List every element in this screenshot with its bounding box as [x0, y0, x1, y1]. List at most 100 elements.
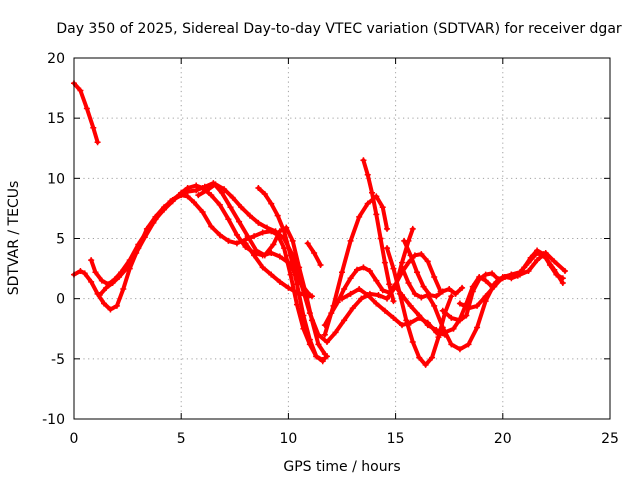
data-point [405, 259, 412, 266]
data-point [356, 213, 363, 220]
data-point [399, 264, 406, 271]
data-point [465, 341, 472, 348]
data-point [274, 212, 281, 219]
series-s7 [255, 184, 326, 365]
data-point [439, 307, 446, 314]
data-point [255, 219, 262, 226]
series-line [97, 181, 327, 356]
data-point [373, 277, 380, 284]
y-tick-label: 20 [47, 51, 65, 67]
data-point [364, 171, 371, 178]
data-point [238, 204, 245, 211]
data-point [527, 254, 534, 261]
data-point [354, 266, 361, 273]
data-point [358, 295, 365, 302]
data-point [390, 298, 397, 305]
data-point [525, 267, 532, 274]
data-point [195, 192, 202, 199]
data-point [561, 267, 568, 274]
data-point [253, 247, 260, 254]
data-point [120, 286, 127, 293]
data-point [88, 257, 95, 264]
data-point [300, 312, 307, 319]
data-point [381, 259, 388, 266]
data-point [293, 281, 300, 288]
y-tick-label: 5 [56, 232, 65, 248]
data-point [360, 157, 367, 164]
data-point [429, 354, 436, 361]
data-point [456, 346, 463, 353]
data-point [83, 105, 90, 112]
x-tick-label: 15 [387, 431, 405, 447]
data-point [332, 329, 339, 336]
data-point [242, 240, 249, 247]
data-point [319, 358, 326, 365]
data-point [176, 192, 183, 199]
data-point [270, 241, 277, 248]
data-point [218, 189, 225, 196]
data-point [158, 207, 165, 214]
data-point [313, 353, 320, 360]
data-point [426, 292, 433, 299]
data-point [306, 310, 313, 317]
data-point [133, 249, 140, 256]
data-point [542, 249, 549, 256]
data-point [491, 283, 498, 290]
data-point [268, 271, 275, 278]
data-point [446, 286, 453, 293]
data-point [289, 237, 296, 244]
data-point [360, 264, 367, 271]
plot-frame [73, 57, 611, 420]
data-point [407, 302, 414, 309]
data-point [465, 305, 472, 312]
data-point [379, 287, 386, 294]
data-point [90, 124, 97, 131]
data-point [448, 341, 455, 348]
x-tick-label: 5 [177, 431, 186, 447]
data-point [420, 283, 427, 290]
data-point [276, 278, 283, 285]
data-point [416, 312, 423, 319]
data-point [281, 245, 288, 252]
data-point [366, 267, 373, 274]
data-point [546, 261, 553, 268]
data-point [317, 261, 324, 268]
data-point [287, 271, 294, 278]
data-point [459, 284, 466, 291]
data-point [521, 264, 528, 271]
data-point [306, 336, 313, 343]
y-tick-label: -5 [51, 352, 65, 368]
data-point [435, 334, 442, 341]
data-point [233, 231, 240, 238]
series-line [402, 238, 465, 299]
data-point [390, 314, 397, 321]
y-tick-label: -10 [42, 412, 65, 428]
data-point [244, 233, 251, 240]
data-point [381, 307, 388, 314]
data-point [259, 264, 266, 271]
data-point [422, 361, 429, 368]
data-point [201, 183, 208, 190]
data-point [482, 271, 489, 278]
series-s11 [360, 157, 397, 305]
data-point [184, 188, 191, 195]
data-point [499, 274, 506, 281]
data-point [116, 274, 123, 281]
x-tick-label: 20 [494, 431, 512, 447]
data-point [268, 200, 275, 207]
data-point [246, 212, 253, 219]
data-point [476, 276, 483, 283]
data-point [191, 199, 198, 206]
data-point [403, 317, 410, 324]
data-point [233, 240, 240, 247]
series-s1 [71, 80, 101, 146]
y-tick-label: 0 [56, 292, 65, 308]
data-point [482, 293, 489, 300]
data-point [448, 293, 455, 300]
data-point [347, 290, 354, 297]
data-point [347, 237, 354, 244]
data-point [516, 271, 523, 278]
data-point [321, 351, 328, 358]
series-s18 [456, 249, 568, 312]
data-point [418, 294, 425, 301]
